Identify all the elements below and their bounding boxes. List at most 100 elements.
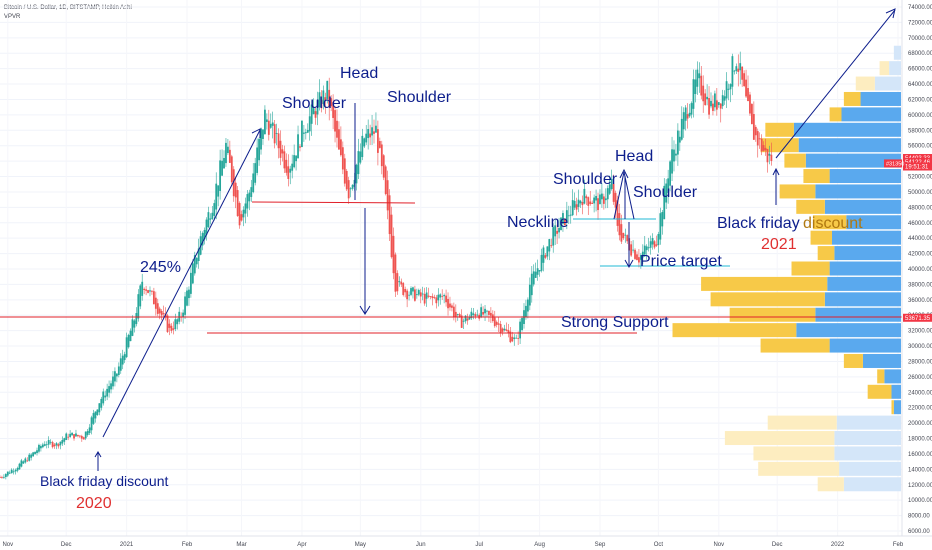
candle-body	[223, 157, 225, 169]
candle-body	[394, 254, 397, 292]
candle-body	[108, 386, 110, 393]
candle-body	[45, 444, 48, 446]
candle-body	[717, 102, 720, 106]
price-tick-label: 72000.00	[908, 20, 932, 26]
vp-bar-down	[867, 384, 892, 399]
candle-body	[162, 313, 165, 315]
candle-body	[211, 212, 214, 220]
candle-body	[458, 314, 461, 317]
vp-bar-up	[815, 307, 901, 322]
candle-body	[445, 295, 447, 303]
candle-body	[246, 194, 249, 209]
candle-body	[733, 70, 736, 72]
candle-body	[421, 293, 424, 295]
candle-body	[16, 467, 19, 471]
candle-body	[589, 201, 592, 205]
vp-bar-up	[831, 230, 901, 245]
candle-body	[608, 184, 611, 194]
candle-body	[2, 476, 5, 478]
candle-body	[675, 153, 677, 156]
candle-body	[20, 460, 23, 467]
candle-body	[651, 238, 654, 245]
rally-arrowhead-2020	[251, 128, 261, 138]
candle-body	[203, 229, 206, 240]
vp-bar-down	[784, 153, 806, 168]
candle-body	[488, 310, 490, 315]
candle-body	[147, 290, 149, 293]
candle-body	[36, 450, 38, 454]
candle-body	[731, 56, 734, 87]
candle-body	[106, 388, 109, 397]
candle-body	[692, 79, 695, 109]
marker-label-text: #31350	[886, 161, 904, 167]
candle-body	[472, 313, 475, 315]
candle-body	[287, 166, 290, 179]
candle-body	[665, 183, 668, 203]
candle-body	[306, 129, 309, 133]
candle-body	[521, 317, 523, 331]
grid	[0, 6, 902, 532]
candle-body	[451, 305, 453, 308]
candle-body	[507, 330, 510, 333]
candle-body	[158, 308, 161, 314]
price-tick-label: 40000.00	[908, 267, 932, 273]
candle-body	[680, 118, 683, 140]
candle-body	[100, 398, 103, 408]
candle-body	[238, 203, 241, 226]
candle-body	[560, 217, 562, 231]
candle-body	[517, 338, 520, 339]
candle-body	[55, 443, 58, 446]
candle-body	[96, 409, 99, 416]
candle-body	[704, 93, 707, 105]
candle-body	[92, 413, 95, 424]
time-tick-label: May	[355, 542, 366, 548]
price-tick-label: 16000.00	[908, 452, 932, 458]
vp-bar-up	[860, 91, 901, 106]
vp-bar-up	[846, 215, 901, 230]
candle-body	[277, 133, 280, 149]
time-tick-label: Jul	[475, 542, 483, 548]
vp-bar-down	[701, 276, 828, 291]
candle-body	[638, 257, 640, 263]
head-2: Head	[615, 148, 653, 165]
price-tick-label: 70000.00	[908, 36, 932, 42]
candle-body	[725, 81, 728, 99]
candle-body	[316, 100, 319, 115]
vp-bar-up	[874, 76, 901, 91]
candle-body	[489, 312, 492, 316]
candle-body	[452, 306, 455, 318]
time-tick-label: Dec	[772, 542, 783, 548]
vp-bar-up	[827, 276, 901, 291]
candle-body	[137, 294, 140, 319]
drawing-lines	[0, 8, 902, 471]
candle-body	[304, 132, 307, 134]
head-1: Head	[340, 65, 378, 82]
candle-body	[630, 244, 633, 256]
candle-body	[65, 433, 68, 440]
candle-body	[540, 254, 543, 271]
candle-body	[281, 149, 284, 154]
candle-body	[349, 188, 352, 190]
candle-body	[170, 325, 173, 331]
candle-body	[583, 188, 586, 204]
candle-body	[369, 133, 372, 138]
price-tick-label: 56000.00	[908, 144, 932, 150]
candle-body	[279, 140, 282, 158]
candle-body	[499, 324, 502, 333]
vp-bar-down	[779, 184, 816, 199]
candle-body	[347, 180, 350, 199]
candle-body	[184, 296, 186, 315]
candle-body	[661, 211, 664, 227]
candle-body	[749, 94, 751, 114]
candle-body	[275, 133, 278, 134]
price-label-bg	[903, 313, 932, 322]
candle-body	[112, 376, 114, 387]
candle-body	[61, 439, 64, 444]
candle-body	[616, 200, 619, 226]
candle-body	[135, 313, 138, 325]
candle-body	[59, 441, 62, 446]
vp-bar-down	[879, 61, 890, 76]
candle-body	[71, 432, 73, 436]
candle-body	[390, 214, 393, 258]
candle-body	[227, 146, 229, 153]
